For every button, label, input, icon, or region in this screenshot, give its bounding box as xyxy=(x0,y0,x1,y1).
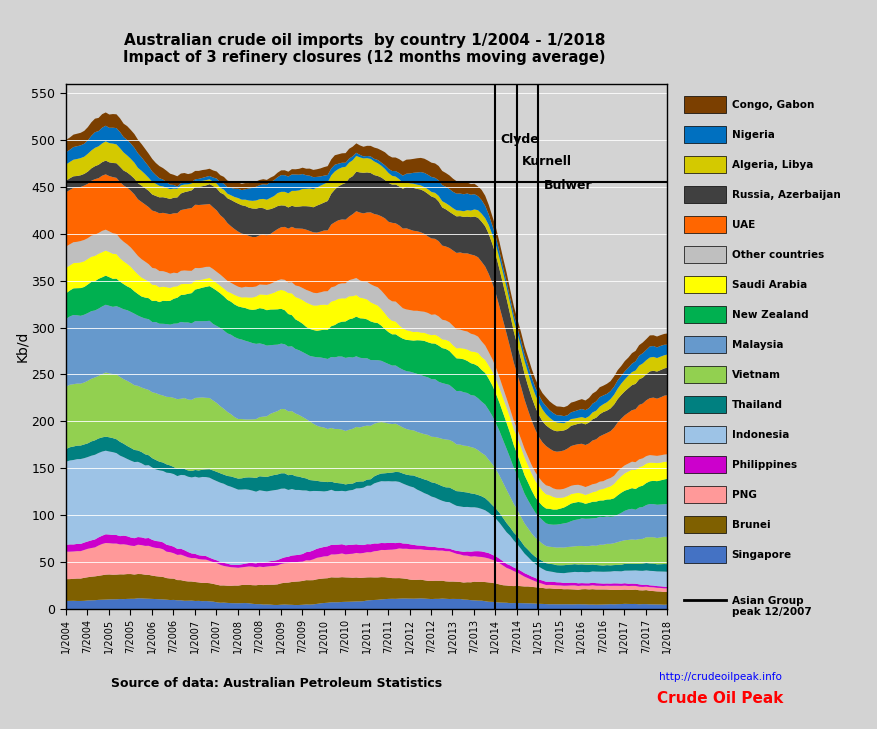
Text: Bulwer: Bulwer xyxy=(543,179,592,192)
Bar xyxy=(683,397,725,413)
Text: PNG: PNG xyxy=(731,490,756,500)
Text: Crude Oil Peak: Crude Oil Peak xyxy=(656,691,782,706)
Text: Vietnam: Vietnam xyxy=(731,370,780,380)
Text: New Zealand: New Zealand xyxy=(731,310,807,320)
Bar xyxy=(683,217,725,233)
Text: Thailand: Thailand xyxy=(731,399,781,410)
Text: Other countries: Other countries xyxy=(731,250,823,260)
Bar xyxy=(683,157,725,174)
Text: http://crudeoilpeak.info: http://crudeoilpeak.info xyxy=(658,671,781,682)
Text: Asian Group
peak 12/2007: Asian Group peak 12/2007 xyxy=(731,596,810,617)
Text: Nigeria: Nigeria xyxy=(731,130,774,140)
Y-axis label: Kb/d: Kb/d xyxy=(15,330,29,362)
Text: Congo, Gabon: Congo, Gabon xyxy=(731,100,813,110)
Text: Impact of 3 refinery closures (12 months moving average): Impact of 3 refinery closures (12 months… xyxy=(123,50,605,65)
Text: Algeria, Libya: Algeria, Libya xyxy=(731,160,812,170)
Text: Australian crude oil imports  by country 1/2004 - 1/2018: Australian crude oil imports by country … xyxy=(124,33,604,48)
Text: Clyde: Clyde xyxy=(500,133,539,146)
Bar xyxy=(683,546,725,563)
Bar xyxy=(683,516,725,533)
Bar xyxy=(683,187,725,203)
Bar xyxy=(683,276,725,293)
Text: Saudi Arabia: Saudi Arabia xyxy=(731,280,806,290)
Bar xyxy=(683,306,725,323)
Text: UAE: UAE xyxy=(731,220,754,230)
Bar xyxy=(683,426,725,443)
Text: Indonesia: Indonesia xyxy=(731,430,788,440)
Bar xyxy=(683,96,725,113)
Bar xyxy=(683,367,725,383)
Text: Kurnell: Kurnell xyxy=(522,155,572,168)
Text: Source of data: Australian Petroleum Statistics: Source of data: Australian Petroleum Sta… xyxy=(111,677,442,690)
Bar xyxy=(683,126,725,143)
Bar xyxy=(683,486,725,503)
Text: Brunei: Brunei xyxy=(731,520,769,530)
Bar xyxy=(683,336,725,353)
Text: Russia, Azerbaijan: Russia, Azerbaijan xyxy=(731,190,839,200)
Text: Singapore: Singapore xyxy=(731,550,791,560)
Text: Malaysia: Malaysia xyxy=(731,340,782,350)
Bar xyxy=(683,456,725,473)
Bar xyxy=(683,246,725,263)
Text: Philippines: Philippines xyxy=(731,460,795,469)
